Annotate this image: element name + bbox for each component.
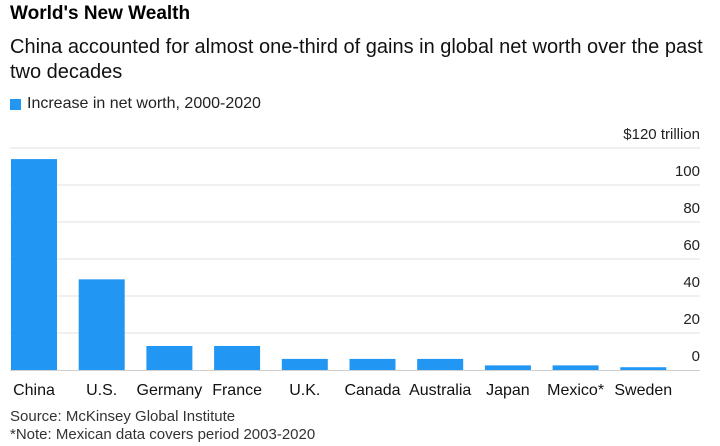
- x-tick-label-uk: U.K.: [289, 382, 320, 399]
- bar-japan: [484, 365, 531, 370]
- bar-mexico: [552, 365, 599, 370]
- chart-title: World's New Wealth: [10, 3, 191, 24]
- x-tick-label-france: France: [212, 382, 262, 399]
- legend-swatch: [10, 98, 21, 110]
- y-tick-label-0: 0: [692, 348, 700, 365]
- chart-subtitle: China accounted for almost one-third of …: [10, 36, 703, 83]
- legend-label: Increase in net worth, 2000-2020: [27, 95, 261, 112]
- bar-germany: [146, 345, 193, 370]
- bar-sweden: [620, 367, 667, 370]
- x-tick-label-china: China: [13, 382, 55, 399]
- footer: Source: McKinsey Global Institute *Note:…: [10, 408, 710, 444]
- legend: Increase in net worth, 2000-2020: [10, 94, 261, 114]
- y-tick-label-120: $120 trillion: [623, 126, 700, 143]
- bar-china: [11, 159, 57, 370]
- x-tick-label-us: U.S.: [86, 382, 117, 399]
- x-tick-label-japan: Japan: [486, 382, 530, 399]
- bar-france: [214, 345, 261, 370]
- y-tick-label-40: 40: [683, 274, 700, 291]
- y-tick-label-80: 80: [683, 200, 700, 217]
- y-tick-label-60: 60: [683, 237, 700, 254]
- x-tick-label-mexico: Mexico*: [547, 382, 604, 399]
- x-tick-label-germany: Germany: [137, 382, 203, 399]
- bar-us: [78, 279, 125, 370]
- y-tick-label-100: 100: [675, 163, 700, 180]
- source-text: Source: McKinsey Global Institute: [10, 408, 236, 425]
- x-tick-label-canada: Canada: [344, 382, 400, 399]
- y-tick-label-20: 20: [683, 311, 700, 328]
- x-tick-label-australia: Australia: [409, 382, 471, 399]
- bar-australia: [417, 358, 464, 370]
- bar-canada: [349, 358, 396, 370]
- x-tick-label-sweden: Sweden: [614, 382, 672, 399]
- note-text: *Note: Mexican data covers period 2003-2…: [10, 426, 316, 443]
- bar-uk: [281, 358, 328, 370]
